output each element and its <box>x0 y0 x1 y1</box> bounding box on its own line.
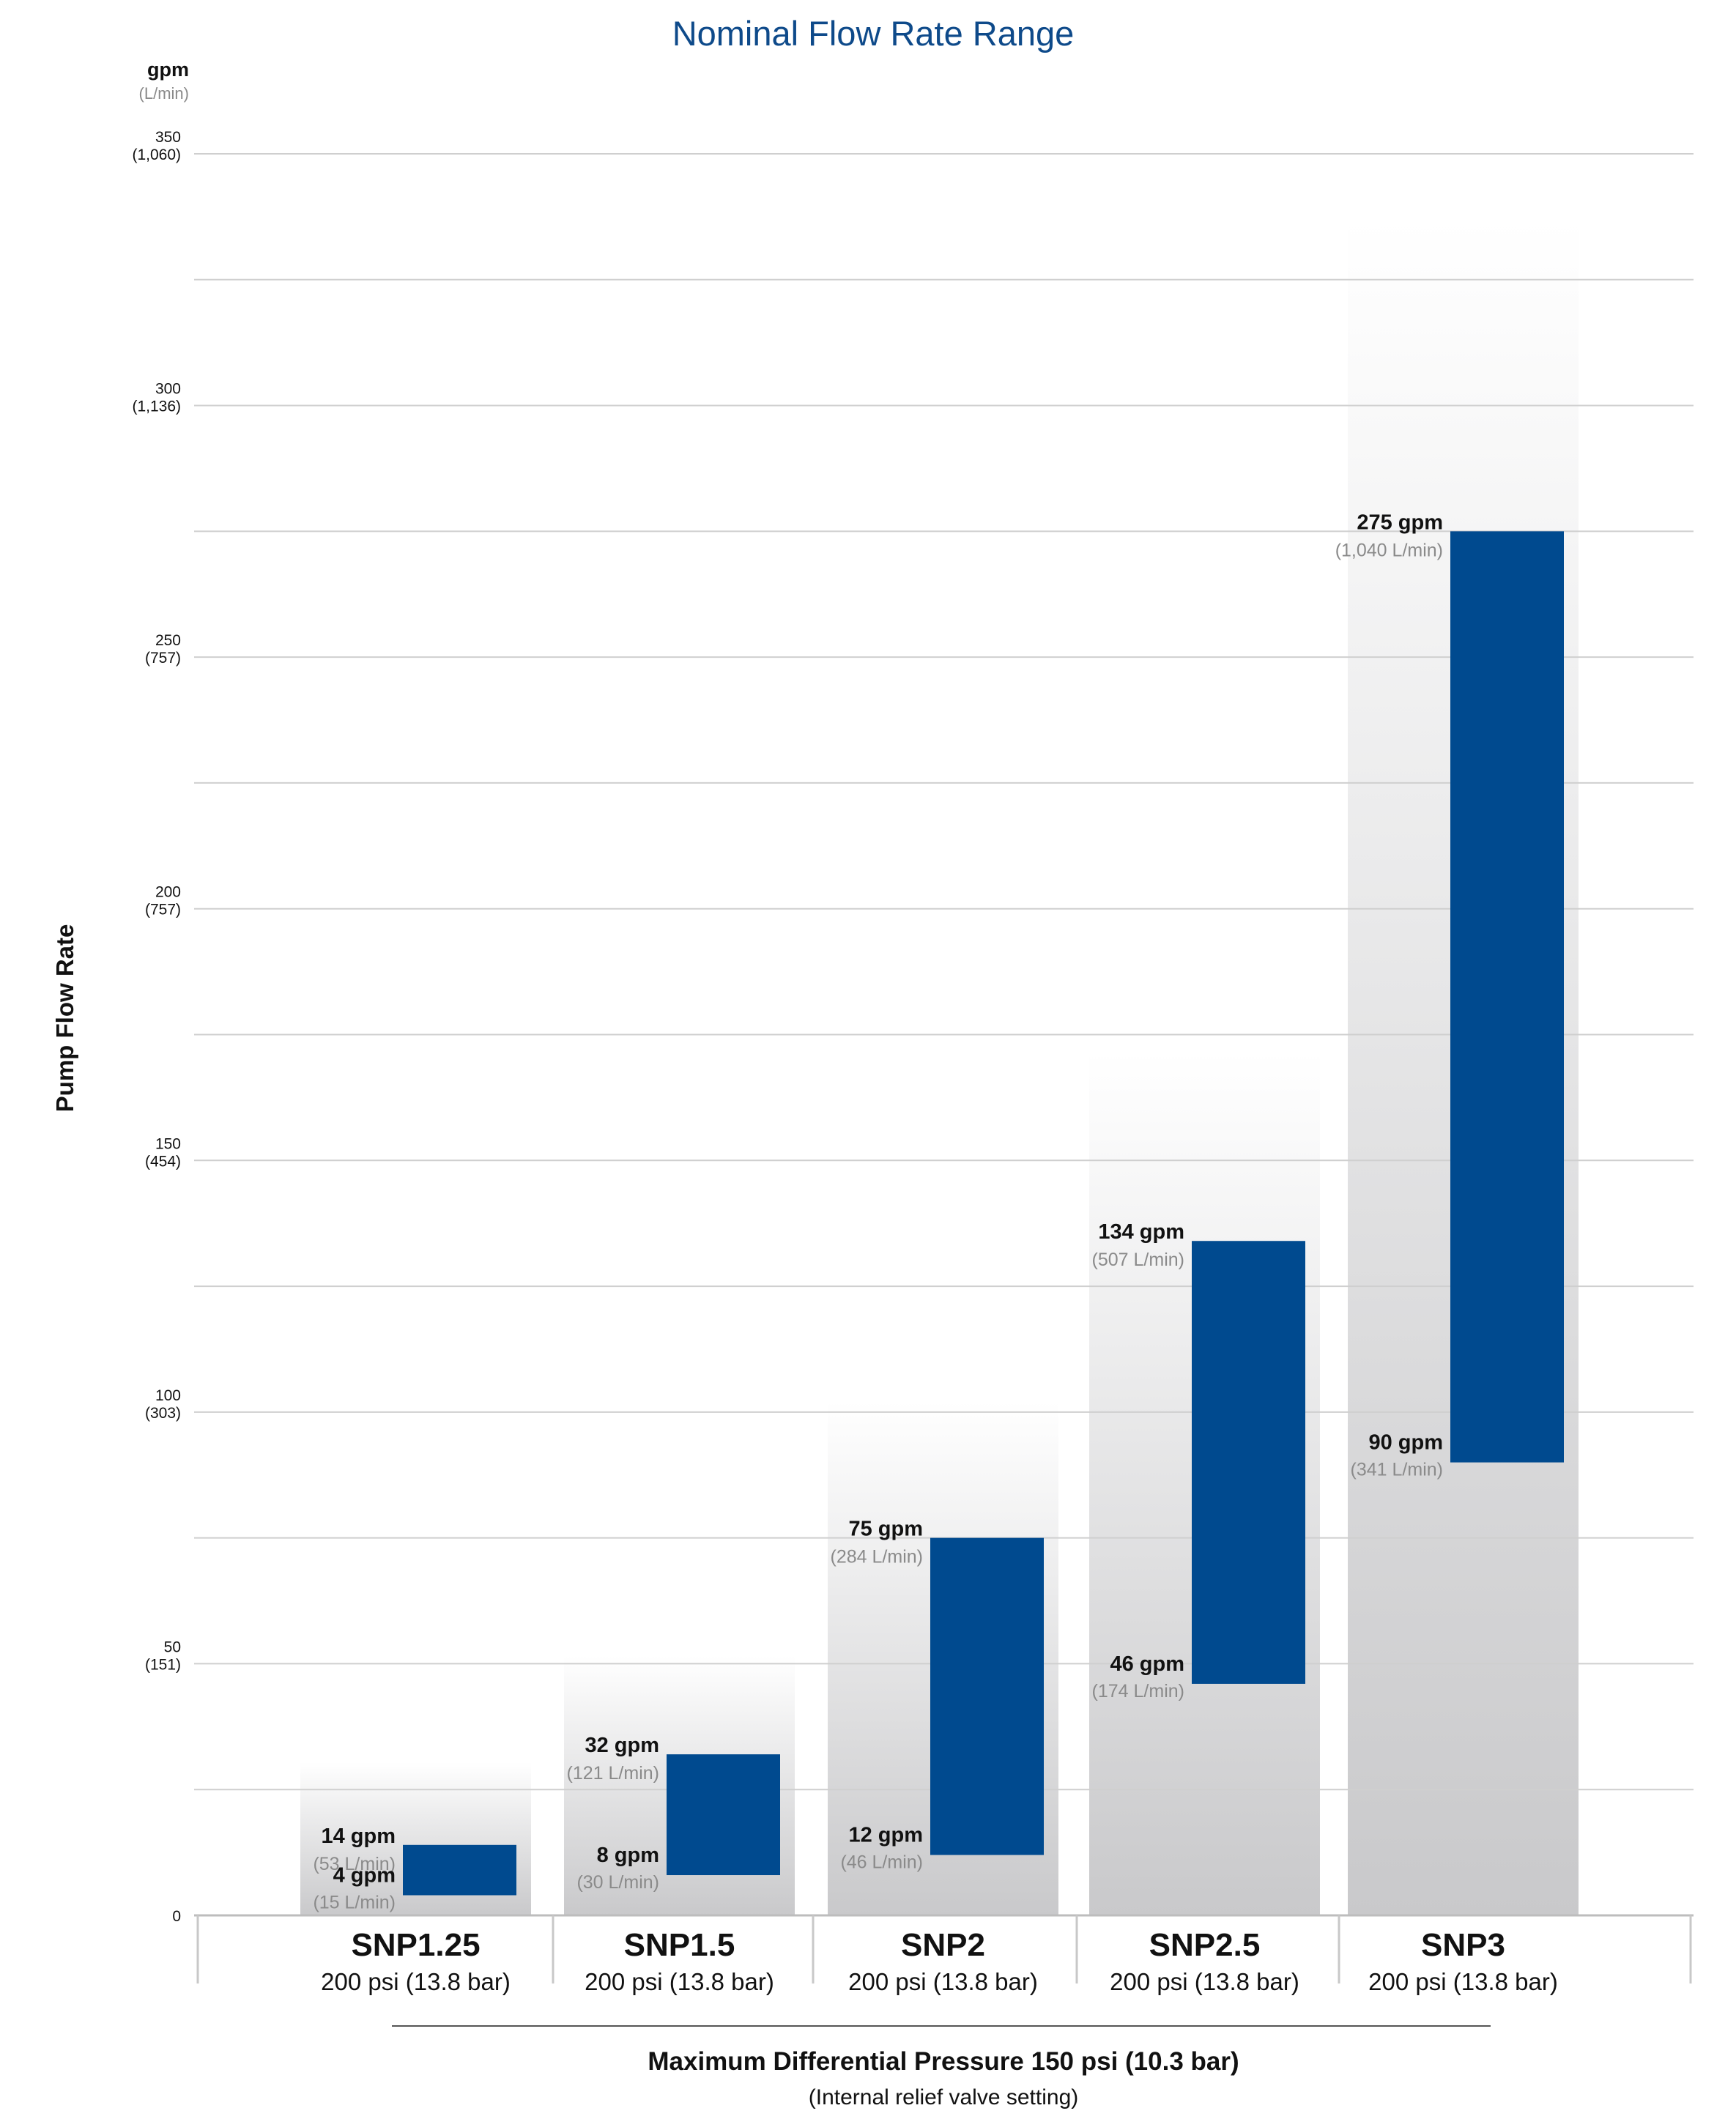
min-value-sub-label: (341 L/min) <box>1351 1460 1443 1480</box>
y-tick-sub-label: (1,060) <box>132 146 181 163</box>
y-tick-sub-label: (757) <box>145 902 181 919</box>
min-value-sub-label: (174 L/min) <box>1092 1681 1184 1701</box>
y-tick-label: 200 <box>155 884 181 901</box>
y-tick-sub-label: (151) <box>145 1656 181 1673</box>
chart-title: Nominal Flow Rate Range <box>672 14 1075 53</box>
footer-subtitle: (Internal relief valve setting) <box>809 2085 1079 2109</box>
max-value-label: 134 gpm <box>1098 1220 1184 1244</box>
x-axis <box>194 1914 1694 1983</box>
range-bar <box>403 1844 516 1896</box>
category-pressure: 200 psi (13.8 bar) <box>1110 1968 1299 1995</box>
y-axis-title: Pump Flow Rate <box>51 924 78 1113</box>
min-value-label: 12 gpm <box>848 1824 923 1847</box>
min-value-label: 46 gpm <box>1110 1652 1184 1676</box>
range-bars <box>403 531 1564 1896</box>
max-value-sub-label: (284 L/min) <box>831 1547 923 1567</box>
max-value-sub-label: (53 L/min) <box>313 1854 396 1874</box>
y-tick-label: 300 <box>155 381 181 398</box>
category-name: SNP2 <box>901 1927 985 1963</box>
category-pressure: 200 psi (13.8 bar) <box>585 1968 774 1995</box>
category-labels: SNP1.25 200 psi (13.8 bar) SNP1.5 200 psi (… <box>321 1927 1558 1995</box>
y-axis-ticks: 050(151)100(303)150(454)200(757)250(757)… <box>132 129 181 1925</box>
min-value-sub-label: (46 L/min) <box>840 1852 923 1873</box>
range-bar <box>1192 1241 1305 1684</box>
category-name: SNP2.5 <box>1149 1927 1261 1963</box>
range-bar <box>667 1754 780 1876</box>
y-tick-label: 50 <box>164 1639 181 1655</box>
max-value-label: 275 gpm <box>1357 511 1443 534</box>
min-value-label: 90 gpm <box>1368 1431 1443 1455</box>
min-value-sub-label: (30 L/min) <box>576 1872 659 1893</box>
y-unit-label: gpm <box>147 59 189 81</box>
y-tick-label: 350 <box>155 129 181 146</box>
range-bar <box>930 1537 1044 1855</box>
range-bar <box>1450 531 1564 1463</box>
y-tick-label: 150 <box>155 1135 181 1152</box>
value-labels: 14 gpm (53 L/min)4 gpm (15 L/min) 32 gpm (12… <box>313 511 1443 1912</box>
max-value-sub-label: (121 L/min) <box>567 1763 659 1784</box>
category-name: SNP1.25 <box>351 1927 480 1963</box>
max-value-label: 75 gpm <box>848 1518 923 1541</box>
category-pressure: 200 psi (13.8 bar) <box>321 1968 511 1995</box>
max-value-label: 14 gpm <box>321 1825 396 1848</box>
min-value-label: 8 gpm <box>597 1844 659 1867</box>
y-tick-sub-label: (303) <box>145 1405 181 1422</box>
y-unit-sub-label: (L/min) <box>139 84 189 103</box>
min-value-label: 4 gpm <box>333 1864 396 1888</box>
category-pressure: 200 psi (13.8 bar) <box>848 1968 1038 1995</box>
max-value-label: 32 gpm <box>585 1734 659 1757</box>
category-pressure: 200 psi (13.8 bar) <box>1368 1968 1558 1995</box>
y-tick-sub-label: (454) <box>145 1153 181 1170</box>
footer-title: Maximum Differential Pressure 150 psi (1… <box>648 2047 1239 2076</box>
y-tick-label: 250 <box>155 632 181 649</box>
category-name: SNP3 <box>1421 1927 1505 1963</box>
max-value-sub-label: (1,040 L/min) <box>1335 540 1443 560</box>
max-value-sub-label: (507 L/min) <box>1092 1250 1184 1270</box>
min-value-sub-label: (15 L/min) <box>313 1893 396 1913</box>
y-tick-label: 100 <box>155 1387 181 1404</box>
y-tick-label: 0 <box>172 1908 181 1925</box>
y-tick-sub-label: (757) <box>145 650 181 667</box>
y-tick-sub-label: (1,136) <box>132 398 181 415</box>
category-name: SNP1.5 <box>624 1927 735 1963</box>
